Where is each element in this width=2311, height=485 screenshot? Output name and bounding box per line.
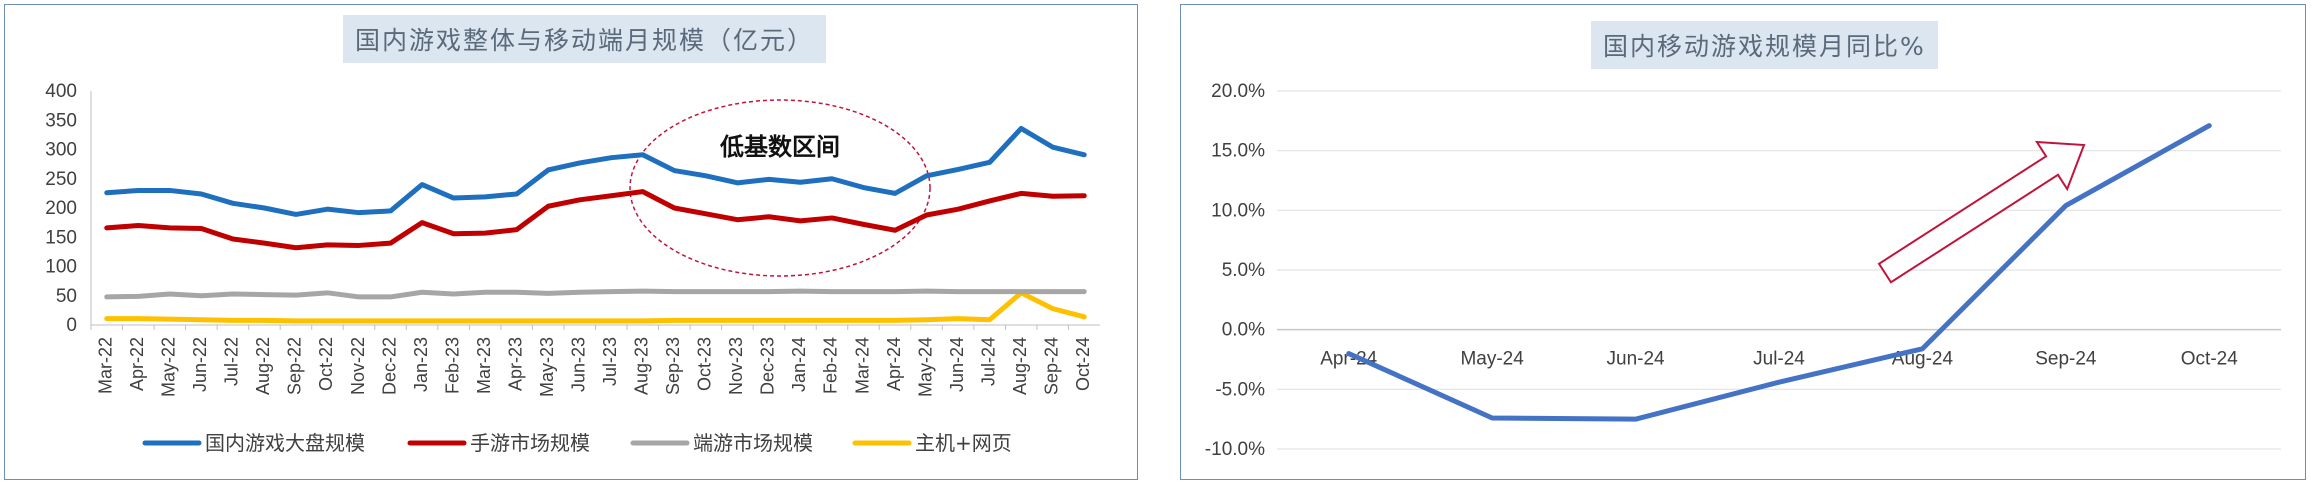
- x-tick-label: Jul-24: [978, 337, 998, 386]
- x-tick-label: Jul-24: [1753, 349, 1805, 370]
- x-tick-label: Jan-24: [789, 337, 809, 392]
- x-tick-label: Aug-24: [1010, 337, 1030, 395]
- x-tick-label: Apr-23: [505, 337, 525, 391]
- x-tick-label: Feb-24: [821, 337, 841, 394]
- legend-label: 主机+网页: [915, 431, 1012, 455]
- y-tick-label: -10.0%: [1205, 439, 1265, 460]
- x-tick-label: Dec-23: [758, 337, 778, 395]
- series-line: [1346, 123, 2212, 422]
- y-tick-label: 20.0%: [1211, 81, 1265, 102]
- y-tick-label: 0.0%: [1222, 320, 1265, 341]
- x-tick-label: Mar-22: [96, 337, 116, 394]
- x-tick-label: Jan-23: [411, 337, 431, 392]
- left-chart-title: 国内游戏整体与移动端月规模（亿元）: [343, 15, 827, 63]
- y-tick-label: 200: [45, 198, 77, 219]
- x-tick-label: Dec-22: [379, 337, 399, 395]
- x-tick-label: May-24: [1460, 349, 1524, 370]
- x-tick-label: Jun-24: [1607, 349, 1666, 370]
- right-chart-svg: -10.0% -5.0% 0.0% 5.0% 10.0% 15.0% 20.0% Apr-24…: [1205, 81, 2281, 460]
- x-tick-label: Oct-24: [2181, 349, 2238, 370]
- y-tick-label: 350: [45, 110, 77, 131]
- trend-arrow: [1877, 140, 2086, 284]
- y-tick-label: 0: [66, 315, 77, 336]
- x-tick-label: Jul-22: [222, 337, 242, 386]
- y-tick-label: 250: [45, 169, 77, 190]
- y-tick-label: -5.0%: [1215, 379, 1265, 400]
- right-chart-panel: 国内移动游戏规模月同比% -10.0% -5.0% 0.0% 5.0% 10.0% 15.…: [1180, 4, 2306, 480]
- right-chart-title: 国内移动游戏规模月同比%: [1591, 21, 1938, 69]
- x-tick-label: Aug-23: [632, 337, 652, 395]
- x-tick-label: Aug-22: [253, 337, 273, 395]
- y-tick-label: 50: [56, 286, 77, 307]
- left-chart-panel: 国内游戏整体与移动端月规模（亿元） 0 50 100 150 200 250 300 350 4…: [4, 4, 1138, 480]
- y-tick-label: 15.0%: [1211, 141, 1265, 162]
- y-tick-label: 400: [45, 81, 77, 102]
- left-chart-svg: 0 50 100 150 200 250 300 350 400 Mar-22 Apr-22 May-…: [45, 81, 1100, 455]
- x-tick-label: Mar-24: [852, 337, 872, 394]
- x-tick-label: Apr-22: [127, 337, 147, 391]
- x-tick-label: May-22: [159, 337, 179, 397]
- legend-label: 端游市场规模: [693, 431, 813, 455]
- y-tick-label: 300: [45, 140, 77, 161]
- x-tick-label: Jun-23: [568, 337, 588, 392]
- x-tick-label: Nov-22: [348, 337, 368, 395]
- x-tick-label: Sep-22: [285, 337, 305, 395]
- legend-label: 国内游戏大盘规模: [205, 431, 365, 455]
- x-tick-label: Apr-24: [1320, 349, 1377, 370]
- x-tick-label: Jul-23: [600, 337, 620, 386]
- x-tick-label: Oct-23: [695, 337, 715, 391]
- x-tick-label: May-23: [537, 337, 557, 397]
- x-tick-label: Apr-24: [884, 337, 904, 391]
- x-tick-label: Oct-24: [1073, 337, 1093, 391]
- x-tick-label: May-24: [915, 337, 935, 397]
- y-tick-label: 150: [45, 227, 77, 248]
- x-tick-label: Nov-23: [726, 337, 746, 395]
- y-tick-label: 100: [45, 257, 77, 278]
- x-tick-label: Mar-23: [474, 337, 494, 394]
- x-tick-label: Oct-22: [316, 337, 336, 391]
- y-tick-label: 10.0%: [1211, 200, 1265, 221]
- low-base-ellipse: [629, 99, 931, 277]
- x-tick-label: Feb-23: [442, 337, 462, 394]
- x-tick-label: Sep-24: [1041, 337, 1061, 395]
- series-line: [104, 290, 1087, 324]
- x-tick-label: Sep-23: [663, 337, 683, 395]
- legend-label: 手游市场规模: [470, 431, 590, 455]
- series-line: [104, 288, 1087, 300]
- series-line: [104, 125, 1087, 217]
- x-tick-label: Sep-24: [2035, 349, 2097, 370]
- annotation-label: 低基数区间: [719, 133, 840, 161]
- series-line: [104, 189, 1087, 251]
- x-tick-label: Jun-24: [947, 337, 967, 392]
- x-tick-label: Jun-22: [190, 337, 210, 392]
- y-tick-label: 5.0%: [1222, 260, 1265, 281]
